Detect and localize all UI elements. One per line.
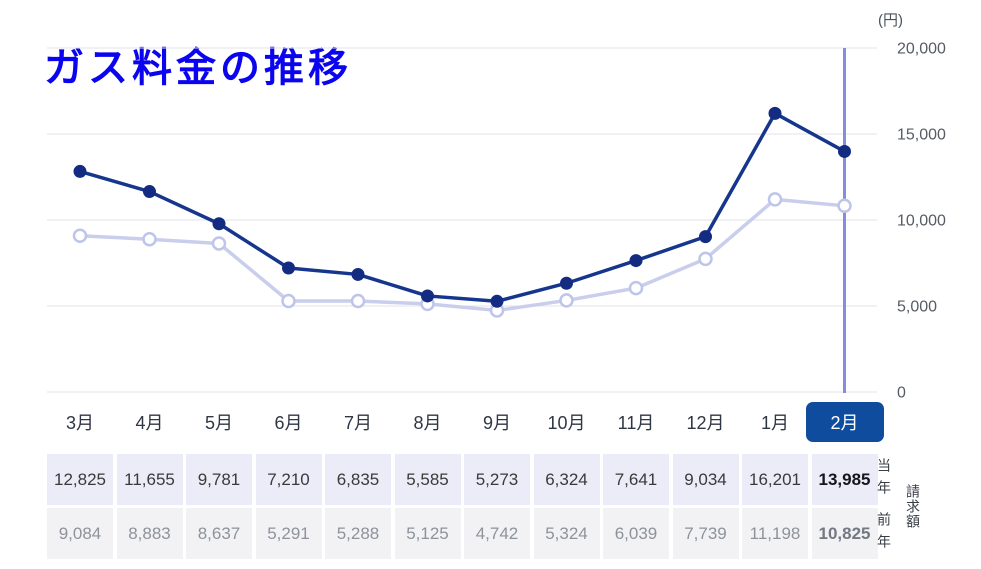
month-tab-label: 7月: [343, 412, 372, 433]
month-tab-7[interactable]: 9月: [458, 400, 536, 443]
month-tab-6[interactable]: 8月: [389, 400, 467, 443]
month-tab-label: 3月: [65, 412, 94, 433]
row-label-previous-year: 前年: [876, 511, 892, 556]
previous-year-dot: [72, 228, 88, 244]
y-tick-label: 5,000: [897, 299, 937, 316]
axis-caption-billing-amount: 請求額: [905, 484, 921, 529]
previous-year-value-cell: 9,084: [47, 508, 113, 559]
month-tab-11[interactable]: 1月: [736, 400, 814, 443]
trend-line-chart: 0 5,000 10,000 15,000 20,000: [47, 41, 946, 402]
current-year-dot: [212, 217, 226, 231]
previous-year-dot: [142, 231, 157, 247]
previous-year-dot: [767, 192, 783, 207]
month-tab-label: 6月: [274, 412, 303, 433]
current-year-dot: [351, 267, 365, 281]
month-tab-9[interactable]: 11月: [597, 400, 675, 443]
month-tab-4[interactable]: 6月: [250, 400, 328, 443]
current-year-dot: [629, 254, 643, 268]
current-year-value-cell: 16,201: [742, 454, 808, 505]
y-tick-label: 0: [897, 385, 906, 402]
page-title: ガス料金の推移: [44, 46, 352, 90]
previous-year-dot: [281, 293, 296, 309]
month-tab-5[interactable]: 7月: [319, 400, 397, 443]
current-year-dot: [560, 276, 573, 290]
month-tab-label: 4月: [135, 412, 164, 433]
current-year-value-cell: 6,835: [325, 454, 391, 505]
previous-year-value-cell: 8,883: [116, 508, 183, 559]
current-year-value-cell: 5,273: [464, 454, 530, 505]
month-tab-10[interactable]: 12月: [667, 400, 745, 443]
month-tab-label: 2月: [830, 413, 859, 433]
previous-year-value-cell: 4,742: [464, 508, 530, 559]
current-year-line: [78, 111, 847, 304]
previous-year-dot: [698, 251, 713, 267]
previous-year-value-cell: 5,324: [533, 508, 600, 559]
month-tab-1[interactable]: 3月: [41, 400, 119, 443]
current-year-value-cell: 13,985: [811, 454, 878, 505]
y-axis-unit-label: (円): [878, 12, 903, 29]
current-year-dot: [768, 106, 782, 120]
previous-year-dot: [628, 280, 644, 296]
current-year-value-cell: 7,641: [603, 454, 669, 505]
row-label-current-year: 当年: [876, 457, 892, 502]
current-year-dot: [699, 230, 712, 244]
previous-year-value-cell: 5,125: [394, 508, 461, 559]
current-year-dot: [143, 185, 156, 199]
current-year-value-cell: 5,585: [394, 454, 461, 505]
previous-year-dot: [211, 236, 227, 251]
previous-year-value-cell: 5,291: [255, 508, 322, 559]
month-tab-label: 9月: [482, 412, 511, 433]
previous-year-value-cell: 6,039: [603, 508, 669, 559]
previous-year-dot: [559, 293, 574, 308]
previous-year-value-cell: 7,739: [672, 508, 739, 559]
previous-year-value-cell: 11,198: [742, 508, 808, 559]
y-tick-label: 10,000: [897, 213, 946, 230]
current-year-value-cell: 6,324: [533, 454, 600, 505]
month-tab-2[interactable]: 4月: [111, 400, 189, 443]
current-year-dot: [490, 294, 504, 308]
current-year-dot: [73, 164, 87, 178]
month-tab-12[interactable]: 2月: [805, 402, 884, 442]
month-tab-3[interactable]: 5月: [180, 400, 258, 443]
current-year-dot: [838, 144, 851, 158]
month-tab-label: 1月: [760, 412, 789, 433]
y-tick-label: 15,000: [897, 127, 946, 144]
month-tab-label: 12月: [686, 412, 725, 433]
month-tab-label: 5月: [204, 412, 233, 433]
current-year-value-cell: 9,781: [186, 454, 252, 505]
previous-year-line: [78, 197, 847, 313]
previous-year-dot: [350, 293, 366, 309]
current-year-dot: [421, 289, 434, 303]
previous-year-value-cell: 8,637: [186, 508, 252, 559]
current-year-value-cell: 7,210: [255, 454, 322, 505]
previous-year-value-cell: 5,288: [325, 508, 391, 559]
current-year-value-cell: 9,034: [672, 454, 739, 505]
current-year-value-cell: 12,825: [47, 454, 113, 505]
current-year-dot: [282, 261, 295, 275]
current-year-value-cell: 11,655: [116, 454, 183, 505]
month-tab-label: 8月: [413, 412, 442, 433]
previous-year-dot: [837, 198, 852, 214]
y-tick-label: 20,000: [897, 41, 946, 58]
previous-year-value-cell: 10,825: [811, 508, 878, 559]
month-tab-label: 11月: [617, 412, 655, 433]
month-tab-label: 10月: [547, 412, 586, 433]
month-tab-8[interactable]: 10月: [528, 400, 606, 443]
